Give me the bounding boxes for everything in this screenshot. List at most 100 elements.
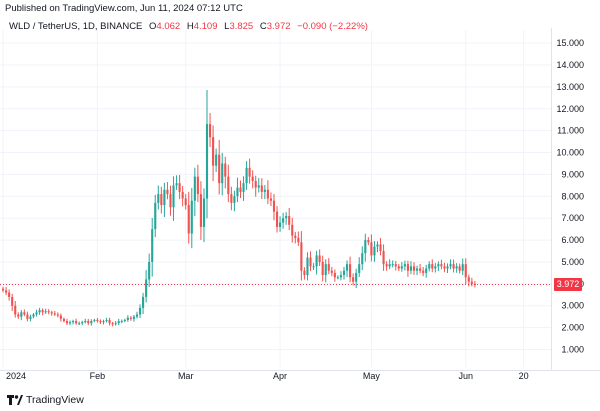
candle-body <box>291 224 294 236</box>
candle-body <box>461 264 464 271</box>
y-tick-label: 1.000 <box>561 344 584 354</box>
candle-body <box>391 264 394 266</box>
candle-body <box>345 264 349 271</box>
candle-body <box>175 183 178 186</box>
grid <box>0 30 551 367</box>
candle-body <box>157 194 160 203</box>
candle-body <box>373 246 376 256</box>
y-tick-label: 14.000 <box>556 60 584 70</box>
candle-body <box>425 268 428 273</box>
candle-body <box>318 255 321 262</box>
candle-body <box>279 222 282 227</box>
candle-body <box>382 251 385 265</box>
candle-body <box>111 323 114 325</box>
candle-body <box>196 176 199 195</box>
candle-body <box>364 240 367 254</box>
candle-body <box>297 237 300 243</box>
candle-body <box>221 163 224 184</box>
candle-body <box>449 264 452 267</box>
candle-body <box>233 196 236 203</box>
chart-legend: WLD / TetherUS, 1D, BINANCE O4.062 H4.10… <box>9 21 368 32</box>
footer-bar: TradingView <box>0 392 600 411</box>
candle-body <box>251 176 254 181</box>
candle-body <box>202 198 206 227</box>
candle-body <box>38 310 41 313</box>
candles <box>1 89 476 327</box>
candle-body <box>388 264 391 267</box>
candle-body <box>123 319 126 322</box>
y-tick-label: 10.000 <box>556 148 584 158</box>
candle-body <box>172 185 175 208</box>
candle-body <box>254 180 257 188</box>
candle-body <box>212 137 215 166</box>
candle-body <box>455 266 458 269</box>
candle-body <box>148 261 151 280</box>
candle-body <box>248 167 251 177</box>
candle-body <box>181 191 184 199</box>
candle-body <box>428 264 431 269</box>
candle-body <box>294 235 297 238</box>
candle-body <box>17 314 20 317</box>
y-tick-label: 2.000 <box>561 323 584 333</box>
candle-body <box>361 253 364 265</box>
candle-body <box>412 266 416 271</box>
candle-body <box>309 257 312 267</box>
candle-body <box>440 264 443 267</box>
candle-body <box>358 264 361 273</box>
candle-body <box>93 319 96 322</box>
candle-body <box>419 268 422 271</box>
candle-body <box>443 266 446 269</box>
candle-body <box>245 167 248 184</box>
candle-body <box>166 189 169 195</box>
candle-body <box>224 163 227 177</box>
candle-body <box>330 270 333 273</box>
candle-body <box>5 290 8 293</box>
y-tick-label: 8.000 <box>561 191 584 201</box>
candle-body <box>14 305 17 315</box>
candle-body <box>467 277 470 282</box>
candle-body <box>306 257 309 276</box>
candle-body <box>187 205 190 234</box>
candle-body <box>422 270 425 273</box>
candle-body <box>142 296 145 308</box>
candle-body <box>26 314 29 319</box>
candle-body <box>452 264 455 269</box>
last-price-badge: 3.972 <box>554 277 582 291</box>
close-value: 3.972 <box>266 21 291 32</box>
candle-body <box>75 321 78 324</box>
candle-body <box>96 319 99 322</box>
candle-body <box>81 322 84 324</box>
candle-body <box>117 321 120 324</box>
high-value: 4.109 <box>193 21 218 32</box>
x-tick-label: Feb <box>90 371 106 381</box>
candle-body <box>257 185 260 188</box>
candle-body <box>370 242 373 256</box>
candle-body <box>120 321 123 323</box>
candle-body <box>239 187 242 192</box>
tradingview-brand: TradingView <box>26 394 84 406</box>
candle-body <box>336 277 339 279</box>
y-tick-label: 11.000 <box>557 126 584 136</box>
y-tick-label: 5.000 <box>561 257 584 267</box>
candle-body <box>126 317 129 320</box>
candle-body <box>145 279 148 297</box>
candle-body <box>163 189 166 206</box>
candle-body <box>59 315 62 319</box>
candle-body <box>215 154 218 166</box>
low-label: L <box>224 21 230 32</box>
high-label: H <box>186 21 194 32</box>
candle-body <box>23 312 26 315</box>
candle-body <box>105 319 108 322</box>
candle-body <box>138 307 142 315</box>
candle-body <box>394 264 397 267</box>
candle-body <box>47 311 50 313</box>
candle-body <box>315 255 318 267</box>
candle-body <box>208 124 212 138</box>
candle-body <box>169 194 172 208</box>
header-bar: Published on TradingView.com, Jun 11, 20… <box>0 0 600 16</box>
candle-body <box>11 296 14 306</box>
change-value: −0.090 (−2.22%) <box>297 21 368 32</box>
y-tick-label: 7.000 <box>561 213 584 223</box>
candle-body <box>406 264 409 271</box>
